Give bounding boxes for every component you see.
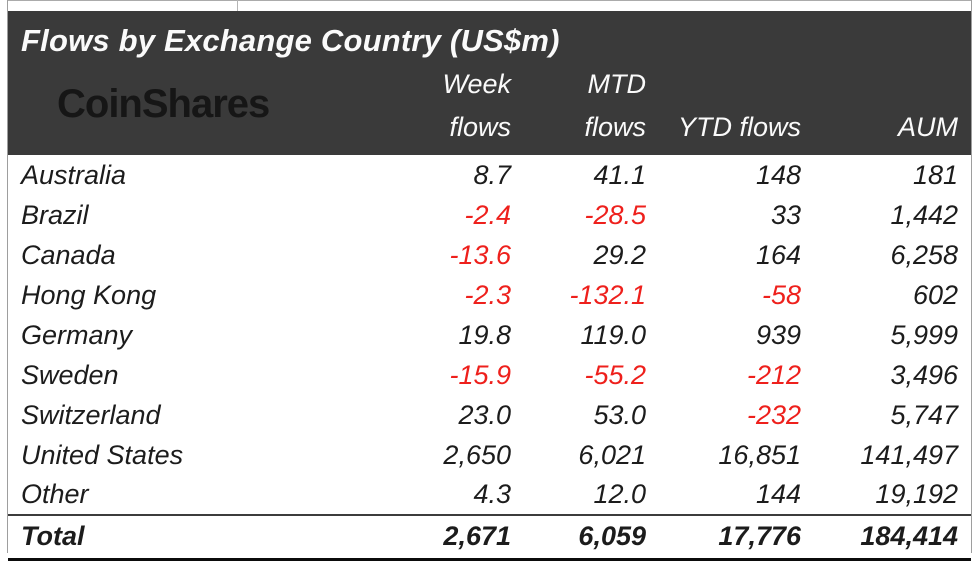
col-header-mtd-flows: MTD flows	[524, 63, 659, 155]
aum-value: 19,192	[875, 479, 959, 509]
table-title: Flows by Exchange Country (US$m)	[8, 11, 972, 63]
col-header-aum: AUM	[814, 63, 972, 155]
coinshares-logo: CoinShares	[57, 81, 270, 126]
week-flow-value: -15.9	[449, 359, 511, 390]
aum-value: 1,442	[890, 199, 959, 230]
flows-by-exchange-country-table: Flows by Exchange Country (US$m) CoinSha…	[8, 11, 972, 561]
ytd-flow-value: 33	[770, 199, 801, 230]
table-row-canada: Canada -13.6 29.2 164 6,258	[8, 235, 971, 275]
country-name: United States	[21, 439, 184, 470]
ytd-flow-value: -212	[746, 359, 801, 390]
aum-value: 602	[912, 279, 959, 310]
week-flow-value: -13.6	[449, 239, 511, 270]
total-aum-value: 184,414	[814, 514, 972, 561]
country-name: Brazil	[21, 199, 89, 230]
mtd-flow-value: 29.2	[593, 239, 646, 270]
left-table-border	[7, 0, 8, 553]
aum-value: 141,497	[860, 439, 959, 470]
ytd-flow-value: -58	[761, 279, 801, 310]
table-row-sweden: Sweden -15.9 -55.2 -212 3,496	[8, 355, 971, 395]
total-row: Total 2,671 6,059 17,776 184,414	[8, 514, 972, 561]
mtd-flow-value: 6,021	[578, 439, 646, 470]
ytd-flow-value: 144	[755, 479, 801, 509]
col-header-week-line1: Week	[442, 69, 511, 99]
title-row: Flows by Exchange Country (US$m)	[8, 11, 972, 63]
mtd-flow-value: 12.0	[593, 479, 646, 509]
total-week-flow-value: 2,671	[390, 514, 524, 561]
week-flow-value: 2,650	[443, 439, 511, 470]
country-name: Canada	[21, 239, 116, 270]
col-header-mtd-line2: flows	[584, 112, 646, 142]
week-flow-value: -2.3	[464, 279, 511, 310]
total-mtd-flow-value: 6,059	[524, 514, 659, 561]
country-name: Switzerland	[21, 399, 161, 430]
ytd-flow-value: 16,851	[718, 439, 801, 470]
total-label: Total	[8, 514, 390, 561]
country-name: Other	[21, 479, 89, 509]
country-name: Sweden	[21, 359, 119, 390]
ytd-flow-value: 939	[755, 319, 801, 350]
col-header-ytd-flows: YTD flows	[659, 63, 814, 155]
column-gridline-tick	[237, 0, 238, 11]
mtd-flow-value: 41.1	[593, 159, 646, 190]
aum-value: 181	[912, 159, 959, 190]
week-flow-value: 23.0	[458, 399, 511, 430]
total-ytd-flow-value: 17,776	[659, 514, 814, 561]
week-flow-value: 19.8	[458, 319, 511, 350]
aum-value: 6,258	[890, 239, 959, 270]
aum-value: 3,496	[890, 359, 959, 390]
ytd-flow-value: 164	[755, 239, 801, 270]
aum-value: 5,999	[890, 319, 959, 350]
right-table-border	[971, 0, 972, 553]
ytd-flow-value: 148	[755, 159, 801, 190]
col-header-week-flows: Week flows	[390, 63, 524, 155]
country-name: Hong Kong	[21, 279, 157, 310]
table-row-australia: Australia 8.7 41.1 148 181	[8, 155, 971, 195]
logo-cell: CoinShares	[8, 63, 390, 155]
top-gridline	[7, 0, 972, 1]
aum-value: 5,747	[890, 399, 959, 430]
table-body: Australia 8.7 41.1 148 181 Brazil -2.4 -…	[8, 155, 972, 561]
table-row-germany: Germany 19.8 119.0 939 5,999	[8, 315, 971, 355]
mtd-flow-value: -55.2	[584, 359, 646, 390]
mtd-flow-value: 53.0	[593, 399, 646, 430]
table-row-switzerland: Switzerland 23.0 53.0 -232 5,747	[8, 395, 971, 435]
table-row-hong-kong: Hong Kong -2.3 -132.1 -58 602	[8, 275, 971, 315]
week-flow-value: 8.7	[473, 159, 511, 190]
week-flow-value: -2.4	[464, 199, 511, 230]
mtd-flow-value: 119.0	[580, 319, 646, 350]
country-name: Australia	[21, 159, 127, 190]
table-row-brazil: Brazil -2.4 -28.5 33 1,442	[8, 195, 971, 235]
col-header-week-line2: flows	[449, 112, 511, 142]
country-name: Germany	[21, 319, 133, 350]
ytd-flow-value: -232	[746, 399, 801, 430]
mtd-flow-value: -132.1	[569, 279, 646, 310]
week-flow-value: 4.3	[473, 479, 511, 509]
table-header: Flows by Exchange Country (US$m) CoinSha…	[8, 11, 972, 155]
col-header-mtd-line1: MTD	[587, 69, 646, 99]
table-row-other: Other 4.3 12.0 144 19,192	[8, 475, 971, 515]
mtd-flow-value: -28.5	[584, 199, 646, 230]
column-header-row: CoinShares Week flows MTD flows YTD flow…	[8, 63, 972, 155]
table-row-united-states: United States 2,650 6,021 16,851 141,497	[8, 435, 971, 475]
